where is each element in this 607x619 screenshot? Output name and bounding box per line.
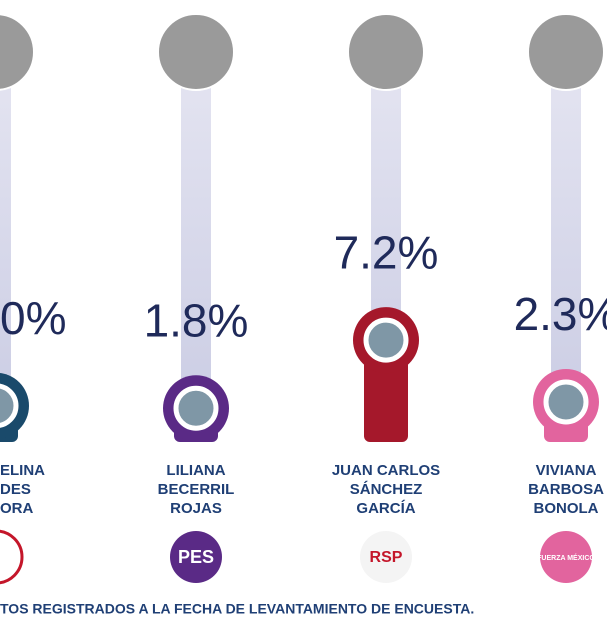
value-label: 7.2% (334, 226, 439, 278)
candidate-name: ORA (0, 500, 34, 517)
track (0, 40, 11, 442)
candidate-name: VIVIANA (536, 462, 597, 479)
party-logo-text: FUERZA MÉXICO (537, 553, 595, 562)
value-label: 2.3% (514, 288, 607, 340)
candidate-name: BONOLA (534, 500, 599, 517)
photo (347, 13, 425, 91)
bar-cap-ring (173, 385, 219, 431)
photo (527, 13, 605, 91)
candidate-name: SÁNCHEZ (350, 481, 423, 498)
party-logo (540, 531, 592, 583)
candidate-name: BARBOSA (528, 481, 604, 498)
party-logo-text: PES (178, 547, 214, 567)
bar-cap-ring (363, 317, 409, 363)
photo (0, 13, 35, 91)
party-logo (170, 531, 222, 583)
candidate-name: ROJAS (170, 500, 222, 517)
candidate-name: ELINA (0, 462, 45, 479)
bar-cap-ring (0, 383, 19, 428)
candidate-name: LILIANA (166, 462, 225, 479)
candidate-name: BECERRIL (158, 481, 235, 498)
candidate-name: DES (0, 481, 31, 498)
value-label: 1.8% (144, 294, 249, 346)
track (181, 40, 211, 442)
bar-cap-ring (543, 379, 589, 425)
party-logo (0, 529, 24, 585)
footnote: TOS REGISTRADOS A LA FECHA DE LEVANTAMIE… (0, 601, 474, 617)
value-label: 0% (0, 292, 66, 344)
candidate-name: JUAN CARLOS (332, 462, 440, 479)
party-logo-text: RSP (370, 549, 403, 566)
photo (157, 13, 235, 91)
party-logo (360, 531, 412, 583)
candidate-name: GARCÍA (356, 500, 415, 517)
